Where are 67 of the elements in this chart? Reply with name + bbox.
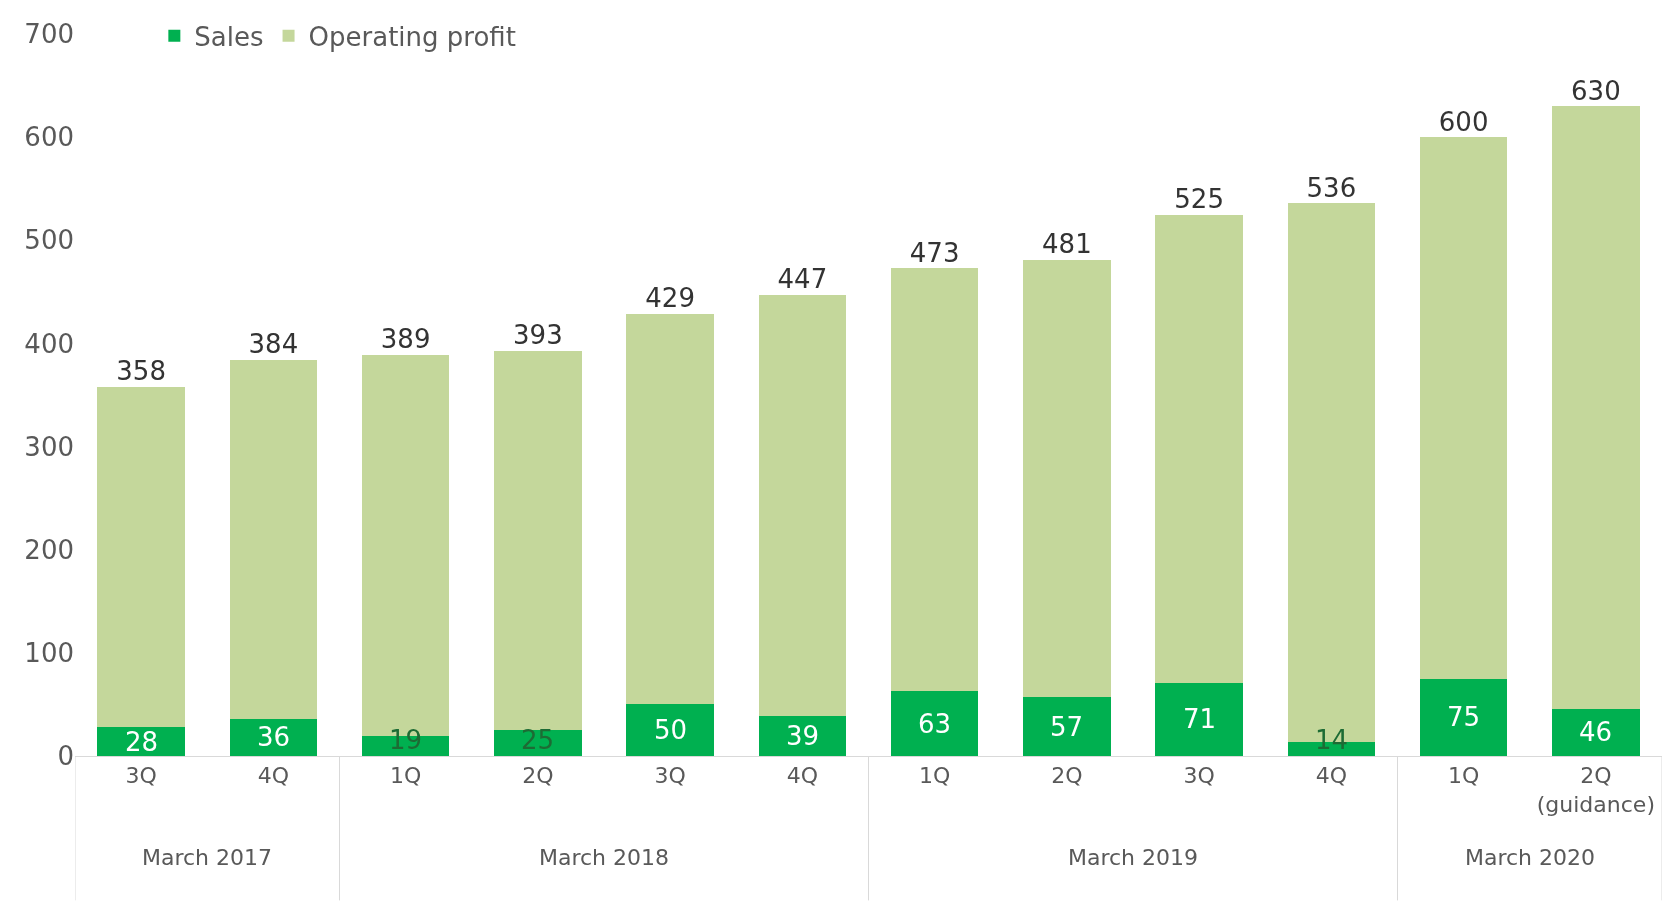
total-label: 429 — [645, 283, 695, 314]
bar — [97, 386, 185, 728]
total-label: 358 — [116, 356, 166, 387]
y-tick-label: 100 — [24, 637, 74, 668]
y-tick-label: 500 — [24, 225, 74, 256]
bar — [229, 718, 318, 756]
total-label: 536 — [1306, 172, 1357, 203]
bar — [494, 730, 582, 756]
x-tick-label: 3Q — [1183, 763, 1215, 789]
bar — [1155, 682, 1243, 756]
total-label: 393 — [513, 320, 563, 351]
data-label: 25 — [521, 725, 555, 755]
x-tick-label: 1Q — [389, 763, 422, 789]
x-tick-label: 2Q — [1051, 763, 1083, 789]
data-label: 28 — [125, 727, 159, 757]
bar — [1155, 214, 1243, 683]
total-label: 525 — [1174, 184, 1224, 214]
x-tick-label: 4Q — [257, 763, 290, 789]
y-tick-label: 0 — [57, 741, 74, 772]
bar — [890, 268, 979, 692]
total-label: 600 — [1438, 106, 1489, 137]
bar — [229, 359, 318, 719]
bar — [1552, 708, 1640, 756]
x-tick-label: 4Q — [786, 763, 819, 789]
text: March 2019 — [1068, 845, 1199, 870]
data-label: 50 — [654, 715, 688, 745]
legend-label: Operating profit — [308, 21, 516, 52]
data-label: 75 — [1447, 702, 1481, 732]
total-label: 630 — [1571, 75, 1621, 106]
x-tick-label: 3Q — [654, 763, 686, 789]
data-label: 57 — [1050, 712, 1084, 742]
total-label: 384 — [248, 329, 299, 360]
y-tick-label: 300 — [24, 431, 74, 462]
bar — [494, 350, 582, 731]
bar — [1023, 697, 1111, 756]
data-label: 36 — [257, 722, 291, 752]
bar — [626, 313, 714, 705]
bar — [1023, 259, 1111, 698]
x-tick-label: 1Q — [1447, 763, 1480, 789]
total-label: 481 — [1042, 229, 1092, 260]
x-tick-label: 3Q — [125, 763, 157, 789]
total-label: 473 — [909, 237, 960, 268]
y-tick-label: 700 — [24, 19, 74, 50]
data-label: 71 — [1183, 704, 1217, 734]
data-label: 63 — [918, 709, 952, 739]
bar — [626, 704, 714, 756]
bar — [758, 715, 847, 756]
bar — [1552, 106, 1640, 709]
y-tick-label: 400 — [24, 328, 74, 359]
total-label: 389 — [380, 324, 431, 355]
bar — [890, 691, 979, 756]
x-tick-label: 2Q (guidance) — [1536, 763, 1655, 817]
x-tick-label: 1Q — [918, 763, 951, 789]
x-tick-label: 2Q — [522, 763, 554, 789]
bar — [1419, 678, 1508, 756]
bar — [1419, 137, 1508, 679]
data-label: 39 — [786, 721, 820, 751]
text: March 2018 — [539, 845, 670, 870]
bar — [758, 294, 847, 716]
total-label: 447 — [777, 264, 828, 295]
legend-label: Sales — [194, 21, 264, 52]
y-tick-label: 200 — [24, 534, 74, 565]
y-tick-label: 600 — [24, 122, 74, 153]
text: March 2017 — [142, 845, 273, 870]
data-label: 46 — [1579, 717, 1613, 747]
x-tick-label: 4Q — [1315, 763, 1348, 789]
text: March 2020 — [1465, 845, 1596, 870]
